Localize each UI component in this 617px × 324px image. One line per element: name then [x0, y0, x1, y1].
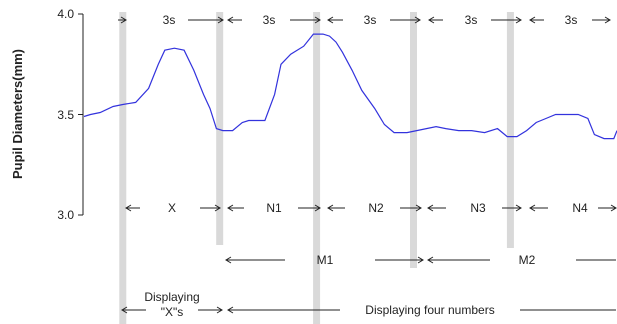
row3-arrow-numbers-left	[227, 306, 340, 314]
row1-arrow-end	[598, 204, 617, 212]
stimulus-marker-4	[410, 12, 417, 268]
top-arrow-2	[290, 16, 343, 24]
top-label-2: 3s	[263, 13, 276, 27]
row1-label-n4: N4	[572, 201, 588, 215]
stimulus-marker-2	[216, 12, 224, 245]
y-tick-label-4-0: 4.0	[57, 7, 74, 21]
stimulus-marker-1	[119, 12, 127, 324]
row3-arrow-x	[121, 306, 223, 314]
top-arrow-1	[188, 16, 242, 24]
row1-label-n2: N2	[368, 201, 384, 215]
row1-label-n3: N3	[470, 201, 486, 215]
row2-arrow-mid	[375, 256, 490, 264]
row2-label-m1: M1	[317, 253, 334, 267]
stimulus-marker-3	[313, 12, 321, 324]
row1-arrow-3	[400, 204, 446, 212]
row3-interval-arrows: Displaying "X"s Displaying four numbers	[121, 290, 616, 319]
stimulus-marker-5	[506, 12, 514, 248]
series-line	[83, 33, 617, 140]
row3-label-xs: "X"s	[161, 305, 184, 319]
top-label-5: 3s	[565, 13, 578, 27]
top-arrow-3	[390, 16, 443, 24]
row2-interval-arrows: M1 M2	[225, 253, 616, 267]
top-label-4: 3s	[465, 13, 478, 27]
top-label-1: 3s	[163, 13, 176, 27]
y-axis-label: Pupil Diameters(mm)	[10, 49, 25, 179]
row1-interval-arrows: X N1 N2 N3 N4	[125, 201, 617, 215]
top-interval-arrows: 3s 3s 3s 3s 3s	[118, 13, 611, 27]
row2-label-m2: M2	[519, 253, 536, 267]
row1-label-n1: N1	[266, 201, 282, 215]
stimulus-markers	[119, 12, 514, 324]
row1-arrow-4	[502, 204, 548, 212]
top-label-3: 3s	[364, 13, 377, 27]
top-arrow-start	[118, 16, 127, 24]
row1-arrow-2	[298, 204, 345, 212]
row1-arrow-1	[200, 204, 244, 212]
top-arrow-end	[592, 16, 611, 24]
top-arrow-4	[491, 16, 544, 24]
y-tick-label-3-5: 3.5	[57, 108, 74, 122]
row2-arrow-start	[225, 256, 285, 264]
y-tick-label-3-0: 3.0	[57, 208, 74, 222]
row1-arrow-start	[125, 204, 140, 212]
row1-label-x: X	[168, 201, 176, 215]
row3-label-displaying: Displaying	[144, 290, 199, 304]
row3-label-four-numbers: Displaying four numbers	[365, 303, 494, 317]
